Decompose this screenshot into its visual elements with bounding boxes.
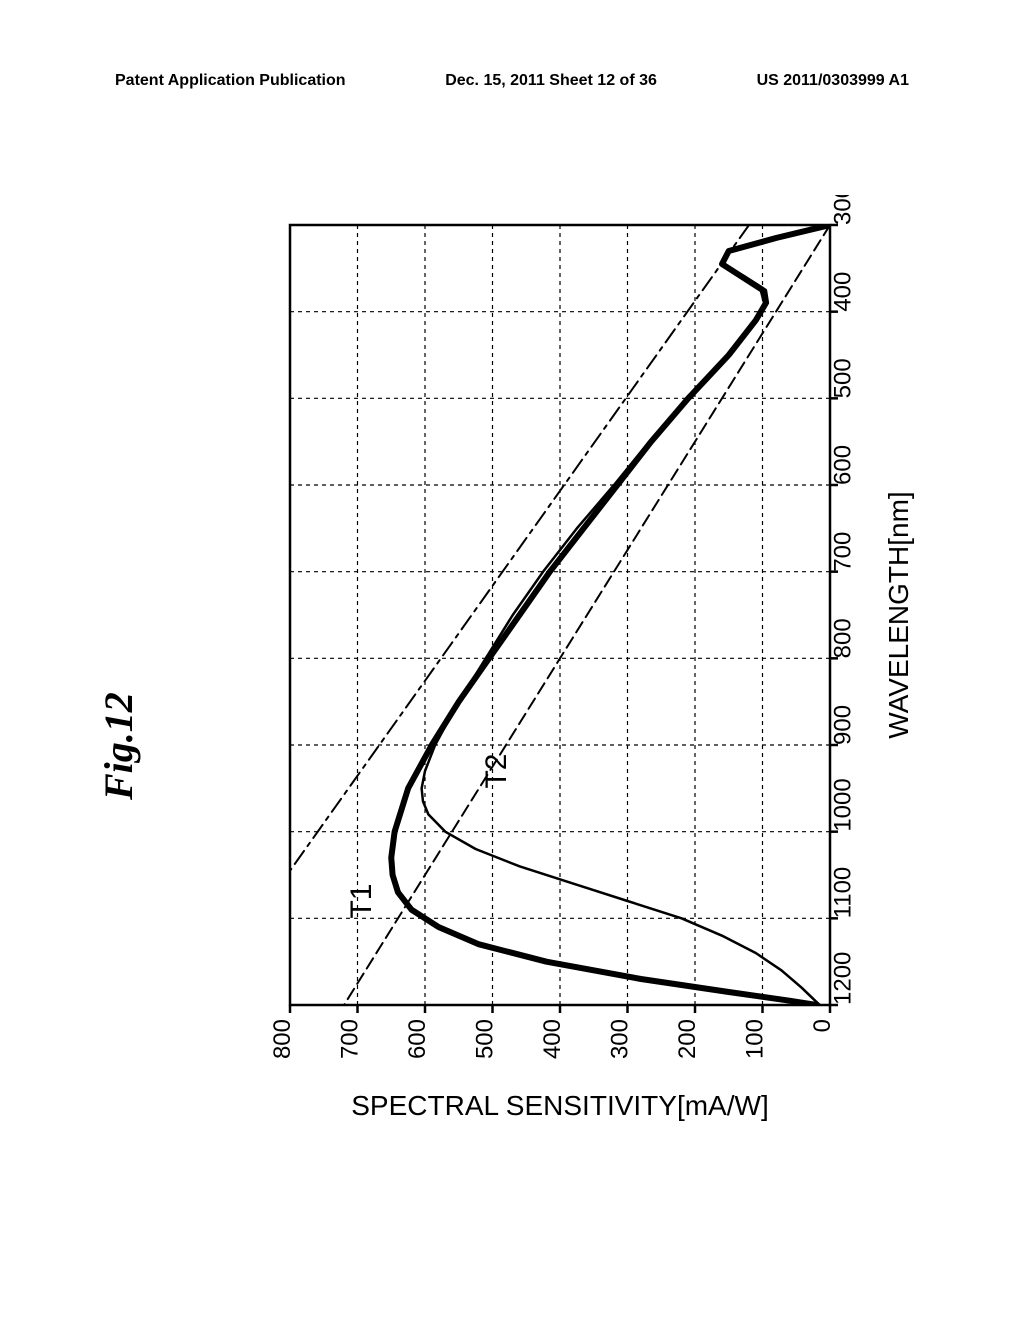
series-upper-line <box>290 225 749 871</box>
series-label-T2: T2 <box>480 753 513 788</box>
xtick-label: 400 <box>829 272 856 312</box>
y-axis-label: SPECTRAL SENSITIVITY[mA/W] <box>351 1090 768 1121</box>
ytick-label: 100 <box>742 1019 769 1059</box>
header-right: US 2011/0303999 A1 <box>757 72 909 90</box>
ytick-label: 500 <box>472 1019 499 1059</box>
figure-label: Fig.12 <box>95 692 142 800</box>
ytick-label: 600 <box>404 1019 431 1059</box>
xtick-label: 900 <box>829 705 856 745</box>
xtick-label: 1200 <box>829 952 856 1005</box>
xtick-label: 300 <box>829 195 856 225</box>
xtick-label: 600 <box>829 445 856 485</box>
series-label-T1: T1 <box>345 883 378 918</box>
xtick-label: 1000 <box>829 778 856 831</box>
ytick-label: 200 <box>674 1019 701 1059</box>
x-axis-label: WAVELENGTH[nm] <box>883 491 914 738</box>
ytick-label: 700 <box>337 1019 364 1059</box>
header-center: Dec. 15, 2011 Sheet 12 of 36 <box>445 72 657 90</box>
page-header: Patent Application Publication Dec. 15, … <box>0 72 1024 90</box>
xtick-label: 700 <box>829 532 856 572</box>
ytick-label: 400 <box>539 1019 566 1059</box>
series-T2 <box>422 225 830 1005</box>
ytick-label: 300 <box>607 1019 634 1059</box>
header-left: Patent Application Publication <box>115 72 346 90</box>
series-T1 <box>391 225 830 1005</box>
xtick-label: 500 <box>829 358 856 398</box>
chart-svg: 0 100 200 300 400 500 600 700 800 300 400 500 600 700… <box>200 195 920 1125</box>
spectral-sensitivity-chart: 0 100 200 300 400 500 600 700 800 300 400 500 600 700… <box>200 195 920 1125</box>
xtick-label: 1100 <box>829 867 856 919</box>
ytick-label: 0 <box>809 1019 836 1032</box>
xtick-label: 800 <box>829 618 856 658</box>
ytick-label: 800 <box>269 1019 296 1059</box>
